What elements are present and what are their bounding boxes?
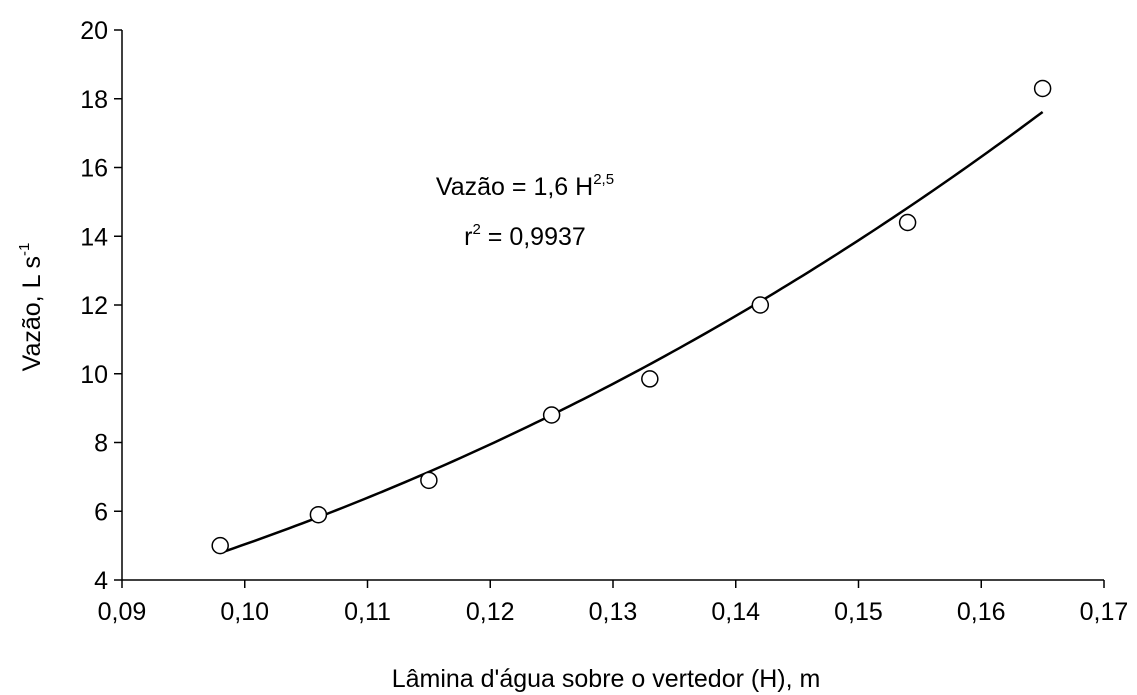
data-point bbox=[420, 471, 438, 490]
fit-curve bbox=[219, 110, 1044, 555]
y-tick-label: 8 bbox=[94, 430, 108, 458]
r-squared-value: = 0,9937 bbox=[481, 223, 586, 251]
y-tick-label: 10 bbox=[80, 361, 108, 389]
y-axis-title: Vazão, L s-1 bbox=[16, 243, 46, 372]
x-tick-label: 0,10 bbox=[220, 598, 269, 626]
equation-annotation: Vazão = 1,6 H2,5 bbox=[436, 171, 614, 201]
data-point bbox=[641, 370, 659, 388]
fit-layer bbox=[219, 110, 1044, 555]
y-tick-label: 6 bbox=[94, 498, 108, 526]
y-axis-title-exponent: -1 bbox=[16, 243, 33, 256]
data-point bbox=[751, 296, 770, 314]
data-point bbox=[898, 213, 917, 232]
y-tick-label: 20 bbox=[80, 17, 108, 45]
equation-exponent: 2,5 bbox=[593, 171, 614, 188]
data-point bbox=[1033, 79, 1052, 98]
y-tick-label: 14 bbox=[80, 223, 108, 251]
labels-layer: 0,09 0,10 0,11 0,12 0,13 0,14 0,15 0,16 0,17 4 6 8 1… bbox=[80, 17, 1128, 626]
y-tick-label: 12 bbox=[80, 292, 108, 320]
data-point bbox=[542, 406, 561, 424]
y-tick-label: 16 bbox=[80, 155, 108, 183]
equation-text: Vazão = 1,6 H bbox=[436, 173, 593, 201]
data-point bbox=[309, 505, 328, 524]
r-squared-annotation: r2 = 0,9937 bbox=[464, 221, 586, 251]
points-layer bbox=[211, 79, 1052, 555]
r-squared-prefix: r bbox=[464, 223, 472, 251]
x-axis-title: Lâmina d'água sobre o vertedor (H), m bbox=[392, 665, 821, 693]
x-tick-label: 0,09 bbox=[98, 598, 147, 626]
x-tick-label: 0,11 bbox=[344, 598, 391, 626]
axes-layer bbox=[114, 29, 1105, 588]
r-squared-exponent: 2 bbox=[473, 221, 481, 238]
x-tick-label: 0,15 bbox=[834, 598, 883, 626]
data-point bbox=[211, 536, 229, 555]
x-tick-label: 0,17 bbox=[1080, 598, 1129, 626]
y-tick-label: 18 bbox=[80, 86, 108, 114]
x-tick-label: 0,13 bbox=[589, 598, 638, 626]
x-tick-label: 0,12 bbox=[466, 598, 515, 626]
y-tick-label: 4 bbox=[94, 567, 108, 595]
y-axis-title-main: Vazão, L s bbox=[18, 256, 46, 371]
x-tick-label: 0,14 bbox=[711, 598, 760, 626]
x-tick-label: 0,16 bbox=[957, 598, 1006, 626]
